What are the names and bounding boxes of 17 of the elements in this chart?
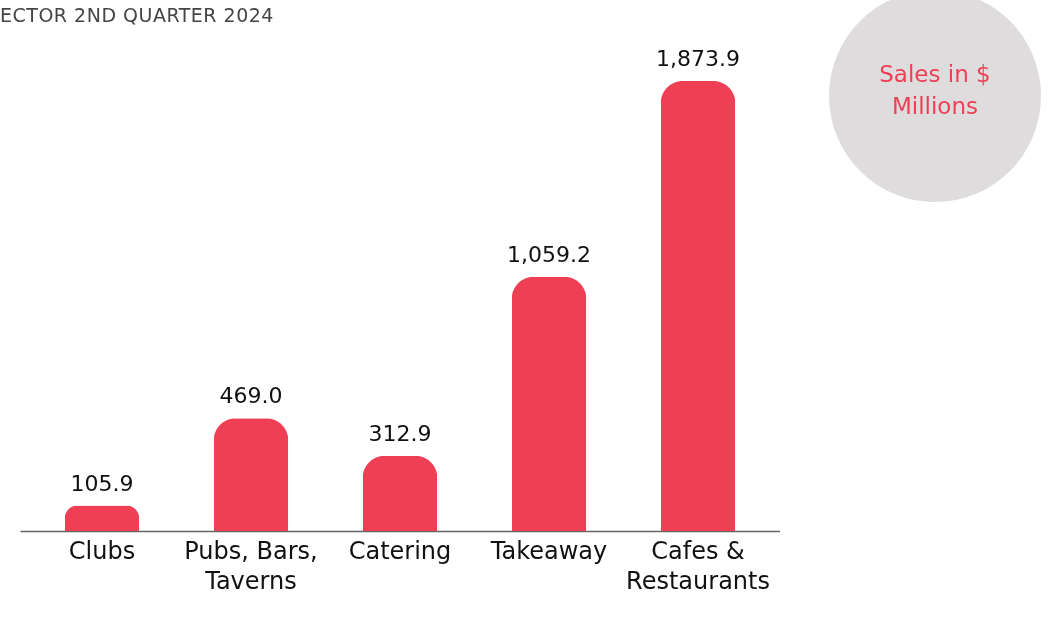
data-label: 105.9 [70, 470, 134, 496]
data-label: 469.0 [219, 383, 283, 409]
x-tick-label: Catering [348, 536, 452, 565]
x-tick-label: Pubs, Bars, Taverns [184, 536, 318, 595]
bar [511, 276, 587, 531]
bar [660, 81, 736, 531]
bar [362, 455, 438, 531]
chart-title: ECTOR 2ND QUARTER 2024 [0, 4, 274, 26]
text: Sales in $ Millions [878, 60, 992, 121]
data-label: 1,059.2 [507, 241, 592, 267]
x-tick-label: Clubs [68, 536, 136, 565]
data-label: 1,873.9 [656, 46, 741, 71]
data-label: 312.9 [368, 420, 432, 446]
x-tick-label: Takeaway [489, 536, 608, 565]
x-tick-label: Cafes & Restaurants [626, 536, 770, 595]
bar [213, 418, 289, 531]
bar [64, 505, 140, 531]
